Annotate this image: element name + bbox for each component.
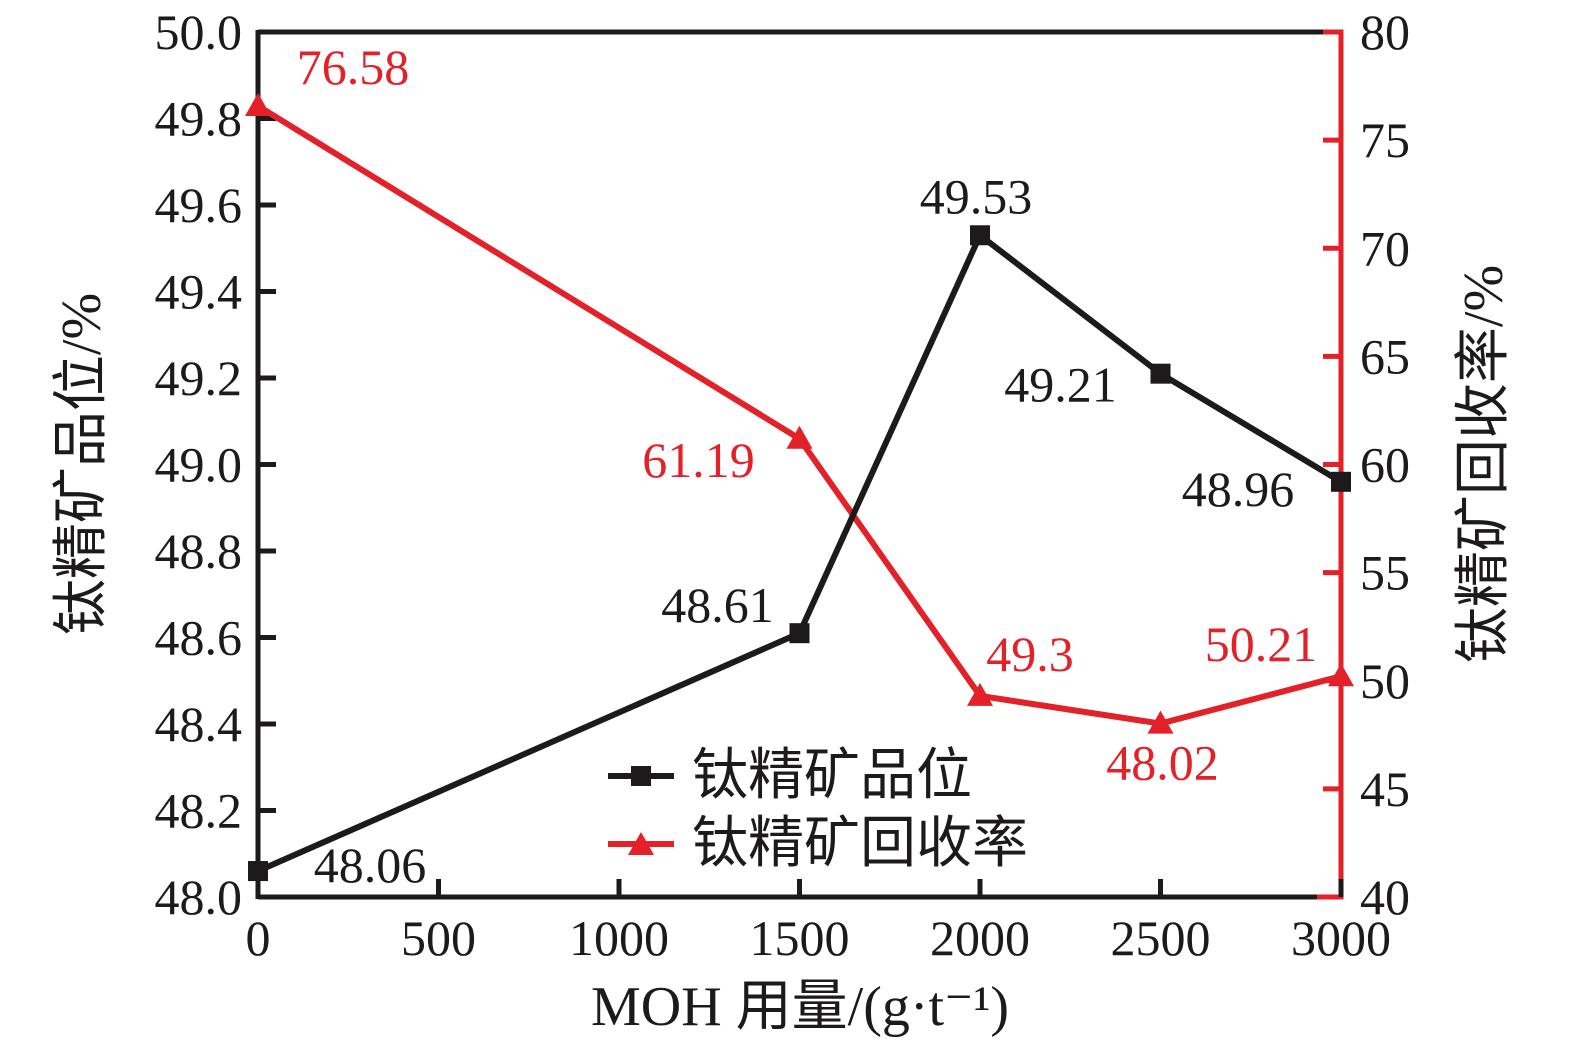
left-axis-tick-label: 48.0 bbox=[155, 869, 243, 925]
triangle-marker bbox=[786, 425, 813, 449]
data-point-label: 50.21 bbox=[1205, 616, 1318, 672]
square-marker bbox=[248, 861, 268, 882]
triangle-marker bbox=[967, 682, 993, 706]
left-axis-tick-label: 48.2 bbox=[155, 783, 243, 839]
left-axis-tick-label: 48.4 bbox=[155, 696, 243, 752]
x-axis-tick-label: 500 bbox=[401, 910, 476, 966]
legend: 钛精矿品位 钛精矿回收率 bbox=[606, 746, 1028, 874]
x-axis-tick-label: 3000 bbox=[1291, 910, 1391, 966]
right-axis-tick-label: 40 bbox=[1360, 869, 1410, 925]
legend-item-grade: 钛精矿品位 bbox=[606, 746, 1028, 806]
right-axis-tick-label: 50 bbox=[1360, 653, 1410, 709]
legend-triangle-marker-icon bbox=[606, 827, 676, 861]
left-axis-tick-label: 48.6 bbox=[155, 610, 243, 666]
x-axis-tick-label: 0 bbox=[246, 910, 271, 966]
data-point-label: 48.61 bbox=[661, 577, 774, 633]
right-axis-tick-label: 80 bbox=[1360, 4, 1410, 60]
legend-square-marker-icon bbox=[606, 759, 676, 793]
square-marker bbox=[1331, 471, 1351, 492]
left-axis-tick-label: 49.8 bbox=[155, 91, 243, 147]
legend-label-grade: 钛精矿品位 bbox=[692, 745, 972, 807]
x-axis-tick-label: 1500 bbox=[750, 910, 850, 966]
x-axis-tick-label: 2000 bbox=[930, 910, 1030, 966]
square-marker bbox=[789, 623, 810, 644]
triangle-marker bbox=[245, 92, 271, 116]
legend-label-recovery: 钛精矿回收率 bbox=[692, 813, 1028, 875]
right-axis-tick-label: 70 bbox=[1360, 220, 1410, 276]
left-axis-tick-label: 50.0 bbox=[155, 4, 243, 60]
right-axis-tick-label: 45 bbox=[1360, 761, 1410, 817]
left-axis-tick-label: 48.8 bbox=[155, 523, 243, 579]
right-axis-tick-label: 75 bbox=[1360, 112, 1410, 168]
data-point-label: 48.96 bbox=[1182, 461, 1295, 517]
data-point-label: 61.19 bbox=[642, 432, 755, 488]
legend-item-recovery: 钛精矿回收率 bbox=[606, 814, 1028, 874]
right-axis-tick-label: 60 bbox=[1360, 437, 1410, 493]
right-axis-title: 钛精矿回收率/% bbox=[1453, 264, 1515, 664]
x-axis-title: MOH 用量/(g·t⁻¹) bbox=[590, 976, 1010, 1038]
data-point-label: 76.58 bbox=[297, 39, 410, 95]
right-axis-tick-label: 55 bbox=[1360, 545, 1410, 601]
triangle-marker bbox=[1147, 710, 1174, 734]
left-axis-tick-label: 49.6 bbox=[155, 177, 243, 233]
x-axis-tick-label: 1000 bbox=[569, 910, 669, 966]
left-axis-title: 钛精矿品位/% bbox=[51, 292, 113, 636]
data-point-label: 49.53 bbox=[920, 168, 1033, 224]
data-point-label: 48.06 bbox=[314, 837, 427, 893]
square-marker bbox=[970, 225, 990, 246]
left-axis-tick-label: 49.4 bbox=[155, 264, 243, 320]
left-axis-tick-label: 49.0 bbox=[155, 437, 243, 493]
square-marker bbox=[1150, 363, 1171, 384]
data-point-label: 49.21 bbox=[1004, 357, 1117, 413]
data-point-label: 49.3 bbox=[986, 626, 1074, 682]
triangle-marker bbox=[1328, 663, 1354, 687]
left-axis-tick-label: 49.2 bbox=[155, 350, 243, 406]
right-axis-tick-label: 65 bbox=[1360, 328, 1410, 384]
x-axis-tick-label: 2500 bbox=[1111, 910, 1211, 966]
data-point-label: 48.02 bbox=[1106, 735, 1219, 791]
